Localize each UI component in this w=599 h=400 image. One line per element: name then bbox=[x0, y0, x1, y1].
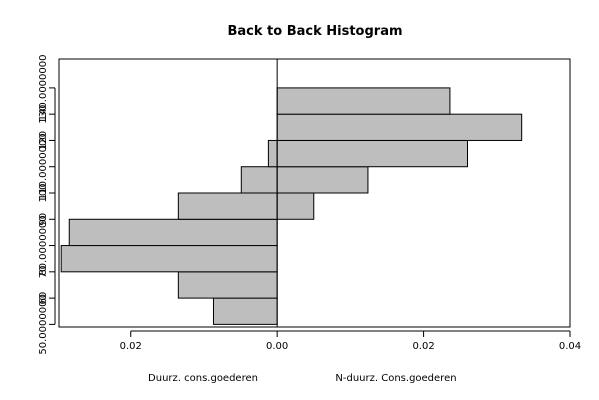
right-bar-130 bbox=[276, 87, 451, 115]
right-series-label: N-duurz. Cons.goederen bbox=[335, 373, 456, 384]
right-bar-100 bbox=[276, 166, 369, 194]
right-series-bars bbox=[276, 87, 523, 220]
y-tick-label-3: 80.0000000 bbox=[38, 215, 49, 275]
y-tick-label-9: 140.0000000 bbox=[38, 54, 49, 121]
left-series-label: Duurz. cons.goederen bbox=[148, 373, 258, 384]
left-bar-70 bbox=[60, 245, 278, 273]
y-tick-label-4: 90 bbox=[38, 213, 49, 226]
left-bar-90 bbox=[177, 192, 278, 220]
y-tick-label-2: 70 bbox=[38, 265, 49, 278]
y-tick-label-7: 120 bbox=[38, 131, 49, 150]
y-tick-label-1: 60 bbox=[38, 292, 49, 305]
x-axis: 0.02 0.00 0.02 0.04 bbox=[120, 330, 581, 352]
x-tick-label-2: 0.02 bbox=[412, 341, 434, 352]
x-tick-label-3: 0.04 bbox=[559, 341, 581, 352]
y-tick-label-6: 110.0000000 bbox=[38, 133, 49, 200]
y-tick-label-8: 130 bbox=[38, 105, 49, 124]
left-bar-50 bbox=[212, 297, 278, 325]
right-bar-110 bbox=[276, 139, 469, 168]
left-bar-60 bbox=[177, 271, 278, 299]
left-bar-100 bbox=[240, 166, 278, 194]
y-tick-label-0: 50.0000000 bbox=[38, 294, 49, 354]
chart-title: Back to Back Histogram bbox=[227, 24, 402, 39]
left-bar-110 bbox=[267, 139, 278, 168]
x-tick-label-0: 0.02 bbox=[120, 341, 142, 352]
right-bar-90 bbox=[276, 192, 315, 220]
right-bar-120 bbox=[276, 113, 523, 141]
plot-frame bbox=[58, 58, 571, 328]
y-tick-label-5: 100 bbox=[38, 183, 49, 202]
left-bar-80 bbox=[68, 218, 278, 247]
x-tick-label-1: 0.00 bbox=[266, 341, 288, 352]
left-series-bars bbox=[60, 139, 278, 325]
